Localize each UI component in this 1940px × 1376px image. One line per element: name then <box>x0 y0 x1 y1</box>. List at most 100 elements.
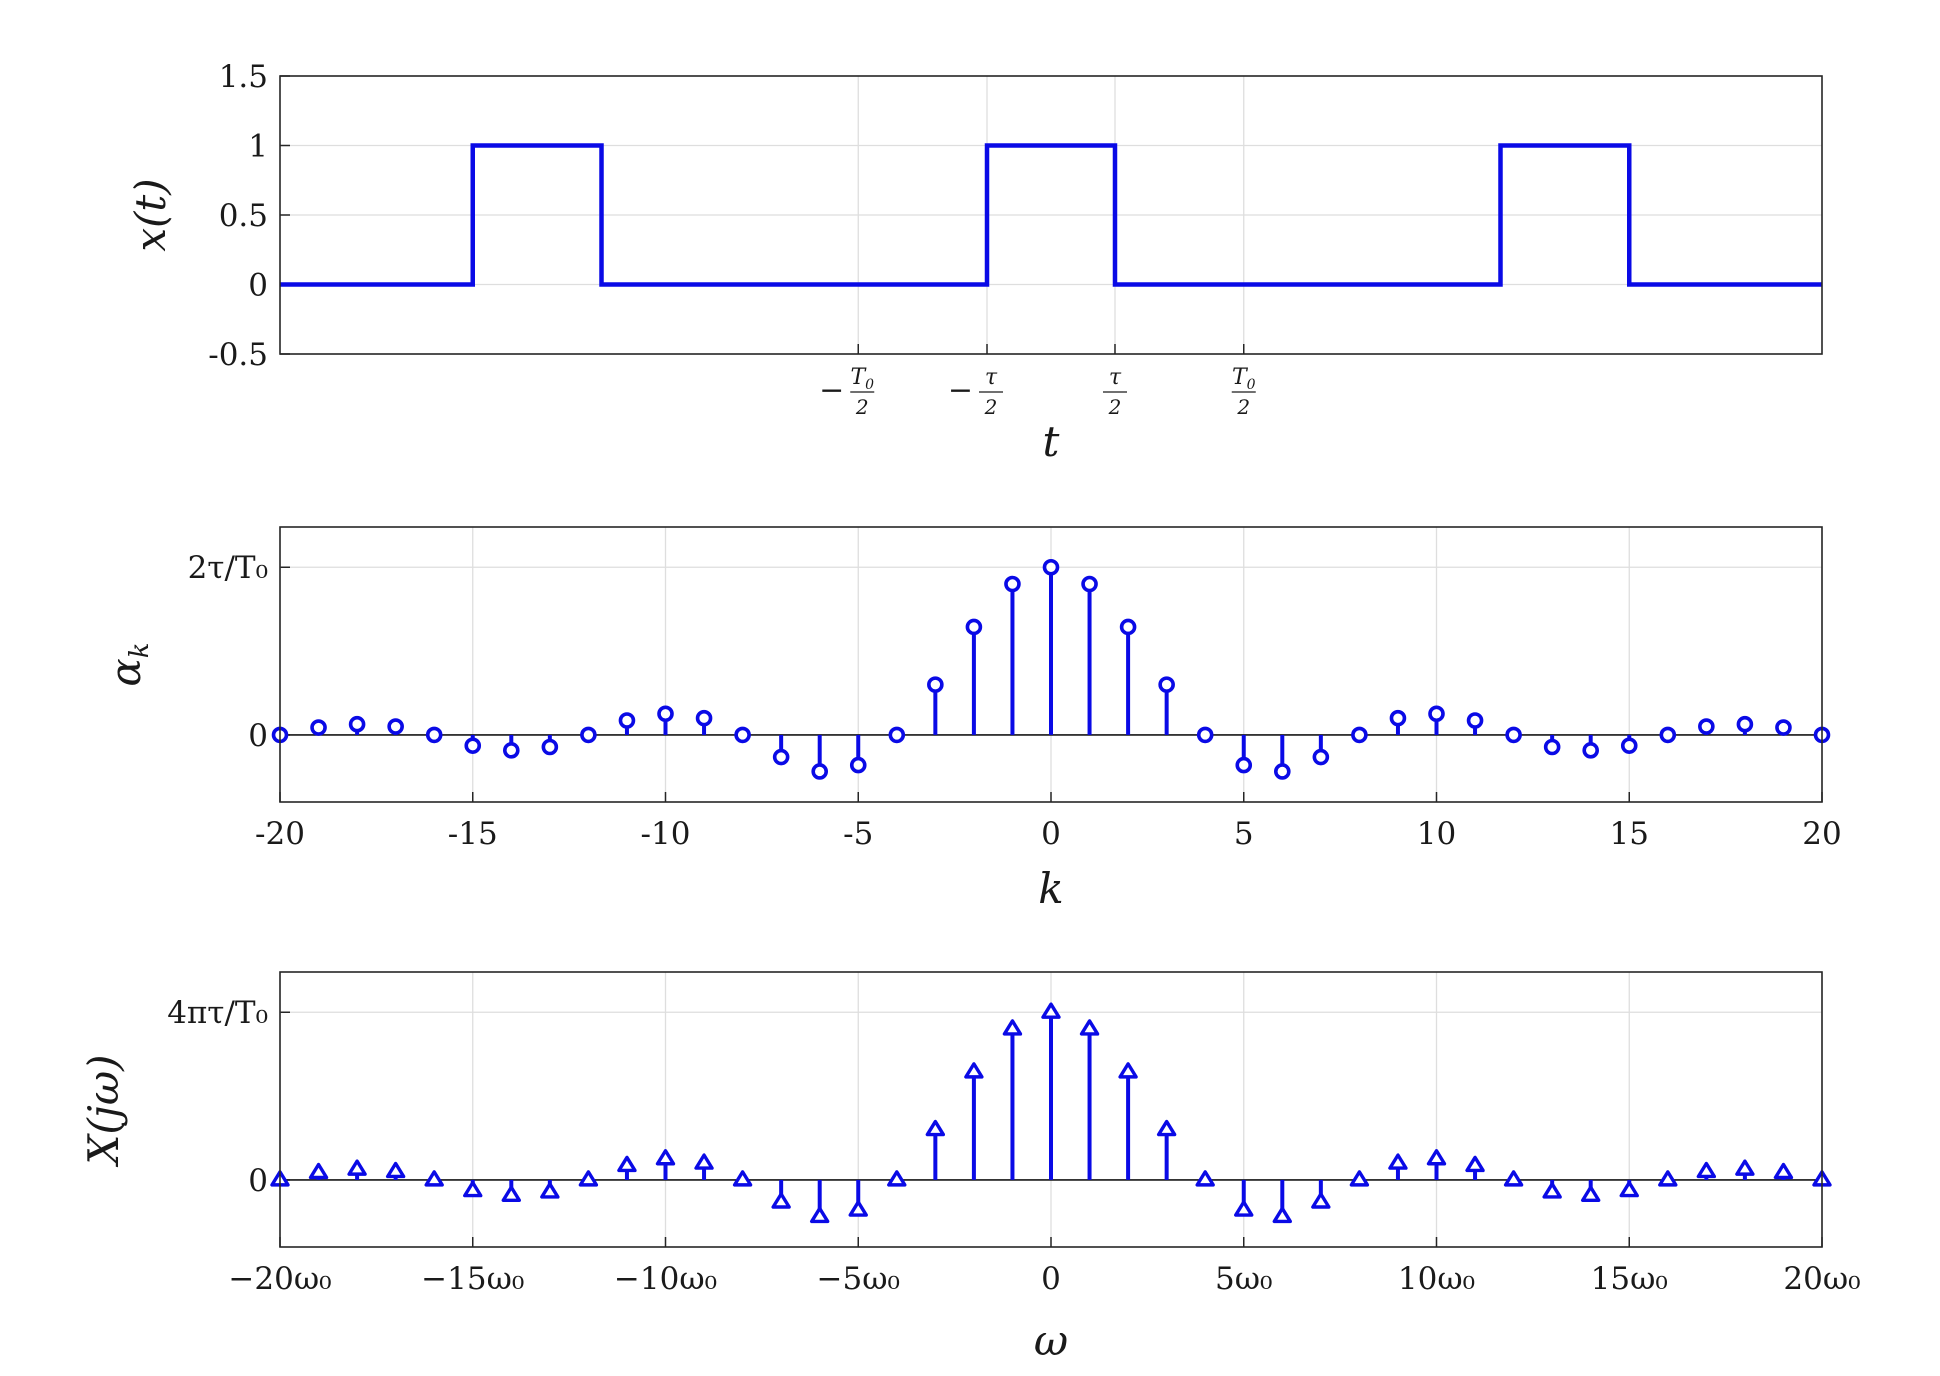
stem-marker <box>925 1119 946 1137</box>
x-tick-label: −20ω₀ <box>228 1261 331 1297</box>
x-tick-label: 15ω₀ <box>1591 1261 1668 1297</box>
p3-xticks: −20ω₀ −15ω₀ −10ω₀ −5ω₀ 0 5ω₀ 10ω₀ 15ω₀ 20ω₀ <box>228 1261 1860 1297</box>
x-tick-label: -15 <box>448 816 498 852</box>
stem-marker <box>848 1200 868 1217</box>
stem-marker <box>1388 1153 1408 1170</box>
x-tick-numerator: T0 <box>1232 365 1256 393</box>
stem-marker <box>810 1206 830 1224</box>
stem-marker <box>1004 575 1021 593</box>
p1-marks <box>280 143 1822 287</box>
stem-marker <box>1119 618 1137 636</box>
stem-marker <box>1041 1002 1061 1019</box>
stem-marker <box>657 705 674 723</box>
x-tick-label: − T02 <box>819 365 875 419</box>
stem-marker <box>965 618 983 636</box>
x-tick-label: 15 <box>1610 816 1649 852</box>
y-tick-label: 0 <box>248 1163 268 1199</box>
stem-marker <box>1311 1192 1331 1209</box>
stem-marker <box>1582 742 1599 759</box>
fourier-transform-panel: 0 4πτ/T₀ −20ω₀ −15ω₀ −10ω₀ −5ω₀ 0 5ω₀ 10ω₀ 15ω₀ 2… <box>79 971 1861 1365</box>
y-tick-label: 1 <box>248 129 268 165</box>
p2-yticks: 0 2τ/T₀ <box>188 550 268 754</box>
stem-marker <box>927 676 944 693</box>
p1-frame <box>279 75 1823 355</box>
x-tick-label: -20 <box>255 816 305 852</box>
x-tick-minus: − <box>819 373 844 408</box>
p2-ylabel-sub: k <box>125 642 155 658</box>
stem-marker <box>580 726 597 744</box>
y-tick-label: 1.5 <box>219 59 268 95</box>
stem-marker <box>1196 726 1214 744</box>
x-tick-denominator: 2 <box>984 395 998 419</box>
p3-ylabel: X(jω) <box>79 1055 128 1168</box>
p3-marks <box>270 1002 1832 1224</box>
y-tick-label: -0.5 <box>208 337 268 373</box>
x-tick-label: 10ω₀ <box>1398 1261 1475 1297</box>
p1-xlabel: t <box>1043 417 1060 466</box>
stem-marker <box>849 756 867 774</box>
x-tick-label: 5ω₀ <box>1215 1261 1272 1297</box>
stem-marker <box>502 742 520 759</box>
stem-marker <box>1736 715 1754 733</box>
x-tick-label: -5 <box>843 816 873 852</box>
p3-yticks: 0 4πτ/T₀ <box>167 995 268 1199</box>
p2-marks <box>271 558 1831 780</box>
y-tick-label: 0 <box>248 718 268 754</box>
x-tick-label: 20ω₀ <box>1783 1261 1860 1297</box>
stem-marker <box>1658 1170 1678 1187</box>
y-tick-label: 0 <box>248 268 268 304</box>
stem-marker <box>1466 712 1484 729</box>
stem-marker <box>1620 737 1638 754</box>
stem-marker <box>1272 1206 1293 1224</box>
x-tick-label: 10 <box>1417 816 1456 852</box>
stem-marker <box>1428 705 1445 723</box>
stem-marker <box>1118 1062 1138 1079</box>
stem-marker <box>387 718 404 735</box>
stem-marker <box>424 1170 444 1187</box>
stem-marker <box>964 1062 984 1079</box>
stem-marker <box>1081 575 1098 593</box>
stem-marker <box>1156 1119 1177 1137</box>
y-tick-label: 2τ/T₀ <box>188 550 268 586</box>
stem-marker <box>1274 763 1291 780</box>
stem-marker <box>695 709 713 727</box>
stem-marker <box>1235 756 1253 774</box>
p3-frame <box>279 971 1823 1248</box>
x-tick-denominator: 2 <box>855 395 869 419</box>
p3-xlabel: ω <box>1034 1316 1068 1365</box>
stem-marker <box>1426 1149 1447 1166</box>
stem-marker <box>385 1161 406 1179</box>
y-tick-label: 4πτ/T₀ <box>167 995 268 1031</box>
fourier-coefficients-panel: 02τ/T₀ -20 -15 -10 -5 0 5 10 15 20 αk k <box>101 526 1842 913</box>
stem-marker <box>1002 1019 1023 1036</box>
stem-marker <box>617 1155 637 1173</box>
p1-grid <box>280 75 1822 355</box>
p2-frame <box>279 526 1823 803</box>
p2-xticks: -20 -15 -10 -5 0 5 10 15 20 <box>255 816 1842 852</box>
stem-marker <box>618 712 636 729</box>
stem-marker <box>887 1170 907 1187</box>
p2-ylabel-main: α <box>101 658 150 686</box>
stem-marker <box>1234 1200 1254 1217</box>
stem-marker <box>463 1180 483 1198</box>
stem-marker <box>1351 726 1368 744</box>
stem-marker <box>1505 726 1522 744</box>
y-tick-label: 0.5 <box>219 198 268 234</box>
stem-marker <box>308 1162 329 1180</box>
x-tick-label: -10 <box>641 816 691 852</box>
x-tick-numerator-sub: 0 <box>1247 377 1256 393</box>
x-tick-numerator: τ <box>985 365 998 390</box>
stem-marker <box>501 1185 521 1202</box>
stem-marker <box>347 1159 367 1176</box>
stem-marker <box>541 738 559 756</box>
stem-marker <box>540 1182 560 1199</box>
x-tick-numerator: T0 <box>850 365 874 393</box>
stem-marker <box>1503 1170 1524 1187</box>
stem-marker <box>772 748 790 766</box>
stem-marker <box>1775 719 1792 736</box>
stem-marker <box>1698 718 1715 735</box>
stem-marker <box>348 715 366 733</box>
pulse-train-line <box>280 143 1822 287</box>
